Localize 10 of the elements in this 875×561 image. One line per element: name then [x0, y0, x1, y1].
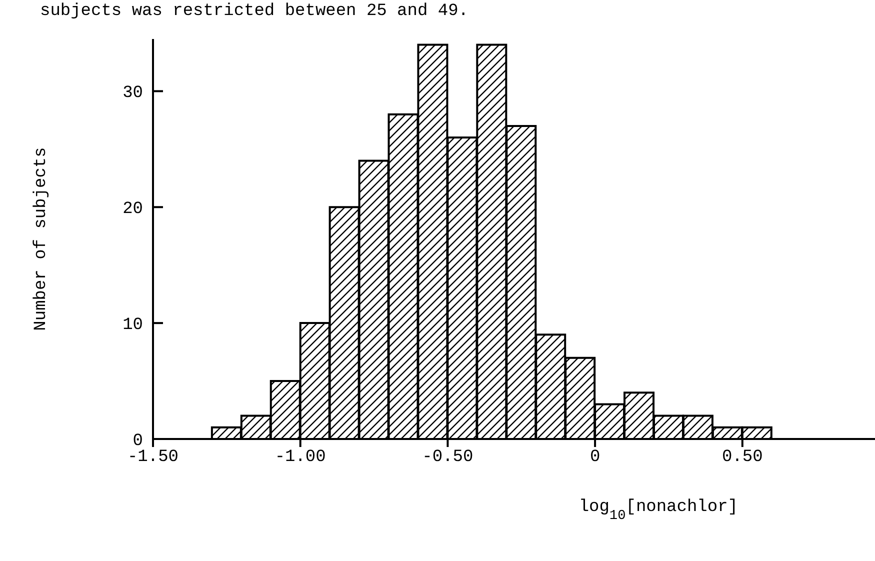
- x-axis-title: log$_{10}$[nonachlor]: [578, 498, 738, 524]
- x-tick-label: 0.50: [722, 448, 763, 468]
- x-tick-label: -0.50: [422, 448, 474, 468]
- x-tick-label: -1.00: [274, 448, 326, 468]
- y-tick-label: 20: [122, 200, 143, 220]
- y-tick-label: 30: [122, 84, 143, 104]
- x-tick-label: 0: [590, 448, 600, 468]
- text: subjects was restricted between 25 and 49.: [39, 1, 470, 23]
- y-tick-label: 10: [122, 316, 143, 336]
- y-axis-title: Number of subjects: [32, 147, 51, 331]
